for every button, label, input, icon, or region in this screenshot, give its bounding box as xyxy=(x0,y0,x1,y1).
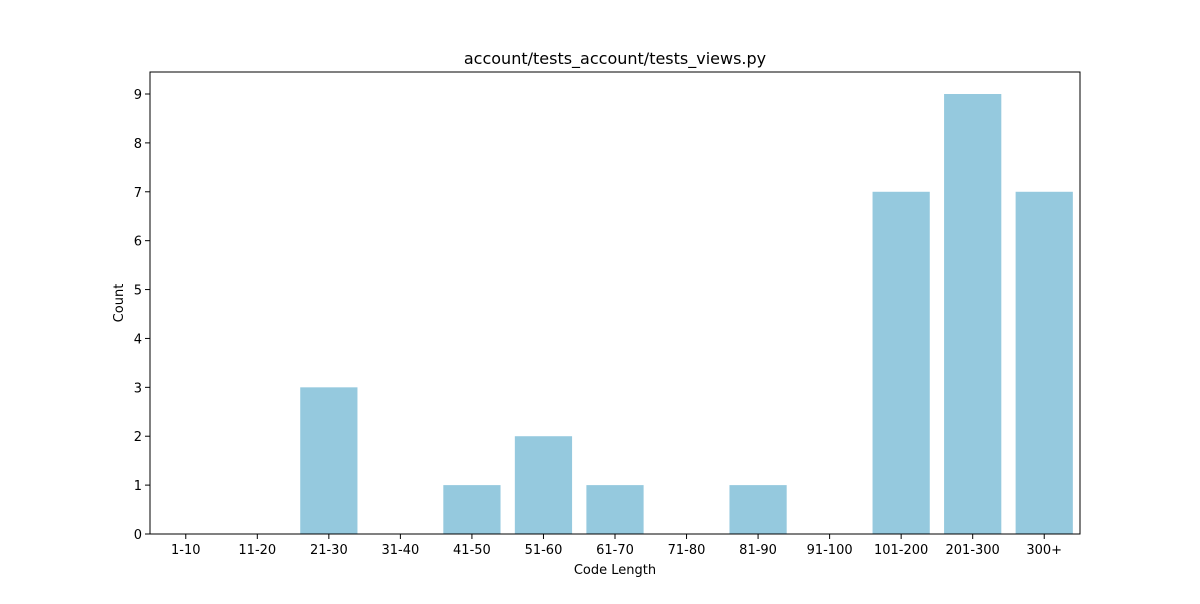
bars-layer xyxy=(300,94,1073,534)
bar-61-70 xyxy=(586,485,644,534)
x-tick-label: 71-80 xyxy=(668,543,706,558)
x-tick-label: 41-50 xyxy=(453,543,491,558)
x-tick-label: 31-40 xyxy=(381,543,419,558)
x-axis-ticks: 1-10 11-20 21-30 31-40 41-50 51-60 61-70 71-80 8… xyxy=(171,534,1062,558)
y-tick-label: 4 xyxy=(134,332,142,347)
y-tick-label: 3 xyxy=(134,381,142,396)
y-tick-label: 9 xyxy=(134,88,142,103)
y-tick-label: 6 xyxy=(134,235,142,250)
y-axis-ticks: 0 1 2 3 4 5 6 7 8 9 xyxy=(134,88,150,543)
x-tick-label: 61-70 xyxy=(596,543,634,558)
bar-51-60 xyxy=(514,436,573,534)
bar-21-30 xyxy=(300,387,358,534)
x-tick-label: 101-200 xyxy=(874,543,928,558)
y-tick-label: 7 xyxy=(134,186,142,201)
y-tick-label: 1 xyxy=(134,479,142,494)
y-tick-label: 0 xyxy=(134,528,142,543)
plot-frame xyxy=(149,71,1081,535)
bar-41-50 xyxy=(443,485,501,534)
y-tick-label: 5 xyxy=(134,284,142,299)
y-tick-label: 8 xyxy=(134,137,142,152)
x-tick-label: 11-20 xyxy=(238,543,276,558)
chart-title: account/tests_account/tests_views.py xyxy=(464,49,766,69)
x-tick-label: 300+ xyxy=(1026,543,1062,558)
x-tick-label: 21-30 xyxy=(310,543,348,558)
x-tick-label: 51-60 xyxy=(525,543,563,558)
x-tick-label: 201-300 xyxy=(946,543,1000,558)
x-tick-label: 1-10 xyxy=(171,543,201,558)
x-axis-label: Code Length xyxy=(574,563,656,578)
bar-201-300 xyxy=(944,94,1002,534)
y-axis-label: Count xyxy=(112,284,127,323)
bar-81-90 xyxy=(729,485,787,534)
y-tick-label: 2 xyxy=(134,430,142,445)
bar-300+ xyxy=(1015,191,1073,534)
x-tick-label: 81-90 xyxy=(739,543,777,558)
x-tick-label: 91-100 xyxy=(807,543,853,558)
bar-101-200 xyxy=(872,191,930,534)
